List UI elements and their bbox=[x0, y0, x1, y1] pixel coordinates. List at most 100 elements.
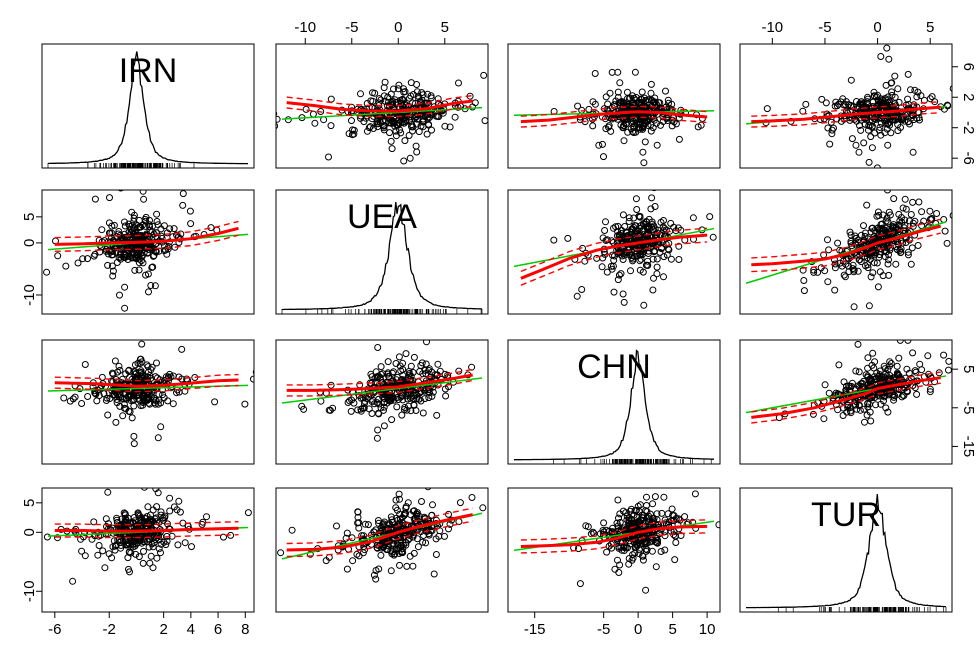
data-point bbox=[610, 288, 618, 296]
data-point bbox=[614, 276, 622, 284]
data-point bbox=[856, 122, 863, 129]
data-point bbox=[115, 228, 123, 235]
data-point bbox=[157, 423, 165, 431]
data-point bbox=[178, 345, 186, 353]
data-point bbox=[380, 124, 388, 132]
data-point bbox=[876, 123, 884, 131]
tick-label: -6 bbox=[960, 152, 977, 165]
panel-irn-uea bbox=[276, 71, 488, 165]
data-point bbox=[145, 288, 152, 296]
data-point bbox=[138, 340, 146, 348]
data-point bbox=[864, 264, 872, 272]
data-point bbox=[914, 242, 922, 249]
data-point bbox=[820, 415, 828, 423]
data-point bbox=[846, 228, 854, 236]
data-point bbox=[860, 236, 868, 244]
data-point bbox=[139, 559, 147, 567]
data-point bbox=[875, 372, 883, 380]
data-point bbox=[404, 536, 412, 544]
data-point bbox=[884, 218, 892, 226]
data-point bbox=[623, 95, 631, 103]
data-point bbox=[644, 262, 652, 269]
data-point bbox=[276, 111, 278, 117]
data-point bbox=[498, 513, 504, 519]
data-point bbox=[904, 176, 910, 182]
data-point bbox=[635, 124, 642, 132]
data-point bbox=[604, 100, 612, 108]
data-point bbox=[429, 501, 436, 509]
data-point bbox=[425, 394, 433, 402]
data-point bbox=[135, 224, 143, 231]
spread-lower-line bbox=[520, 241, 708, 286]
variable-label-tur: TUR bbox=[811, 496, 881, 534]
data-point bbox=[387, 513, 395, 521]
data-point bbox=[166, 507, 174, 515]
spread-upper-line bbox=[54, 373, 239, 382]
panel-uea-chn bbox=[513, 190, 717, 309]
data-point bbox=[606, 89, 614, 97]
data-point bbox=[409, 91, 417, 98]
data-point bbox=[425, 386, 433, 394]
data-point bbox=[870, 364, 878, 372]
data-point bbox=[425, 365, 433, 373]
data-point bbox=[441, 122, 449, 130]
data-point bbox=[112, 392, 120, 400]
data-point bbox=[607, 127, 615, 135]
data-point bbox=[631, 535, 639, 543]
data-point bbox=[639, 268, 647, 276]
data-point bbox=[890, 195, 898, 203]
data-point bbox=[187, 220, 195, 228]
data-point bbox=[600, 519, 608, 527]
data-point bbox=[835, 361, 843, 369]
tick-label: 6 bbox=[960, 63, 977, 71]
data-point bbox=[875, 212, 883, 219]
data-point bbox=[611, 565, 619, 573]
data-point bbox=[918, 366, 926, 374]
data-point bbox=[654, 539, 661, 547]
data-point bbox=[157, 549, 164, 557]
data-point bbox=[78, 547, 86, 555]
data-point bbox=[368, 410, 376, 417]
data-point bbox=[108, 234, 115, 242]
tick-label: -6 bbox=[48, 621, 61, 638]
data-point bbox=[374, 120, 382, 128]
data-point bbox=[951, 374, 952, 378]
data-point bbox=[869, 269, 877, 277]
data-point bbox=[649, 500, 657, 508]
data-point bbox=[276, 122, 279, 130]
panel-chn-irn bbox=[47, 340, 254, 448]
data-point bbox=[909, 148, 917, 156]
data-point bbox=[657, 548, 665, 555]
data-point bbox=[350, 399, 358, 407]
data-point bbox=[869, 247, 877, 255]
data-point bbox=[401, 509, 409, 517]
data-point bbox=[675, 515, 683, 523]
data-point bbox=[872, 401, 880, 409]
data-point bbox=[943, 101, 951, 109]
data-point bbox=[589, 98, 597, 106]
data-point bbox=[396, 126, 404, 134]
data-point bbox=[160, 247, 168, 255]
data-point bbox=[144, 173, 150, 179]
data-point bbox=[109, 267, 117, 275]
tick-label: -5 bbox=[597, 621, 610, 638]
data-point bbox=[423, 130, 431, 138]
data-point bbox=[203, 513, 210, 521]
data-point bbox=[413, 148, 421, 156]
data-point bbox=[893, 246, 901, 253]
data-point bbox=[384, 395, 392, 403]
tick-label: -10 bbox=[21, 580, 38, 602]
tick-label: 8 bbox=[241, 621, 249, 638]
data-point bbox=[578, 286, 586, 293]
data-point bbox=[913, 390, 921, 398]
data-point bbox=[834, 239, 842, 247]
data-point bbox=[112, 418, 120, 426]
data-point bbox=[943, 239, 951, 247]
data-point bbox=[831, 264, 839, 272]
data-point bbox=[424, 99, 431, 107]
spread-upper-line bbox=[751, 101, 941, 117]
data-point bbox=[379, 521, 387, 529]
data-point bbox=[636, 213, 644, 221]
data-point bbox=[357, 90, 364, 98]
